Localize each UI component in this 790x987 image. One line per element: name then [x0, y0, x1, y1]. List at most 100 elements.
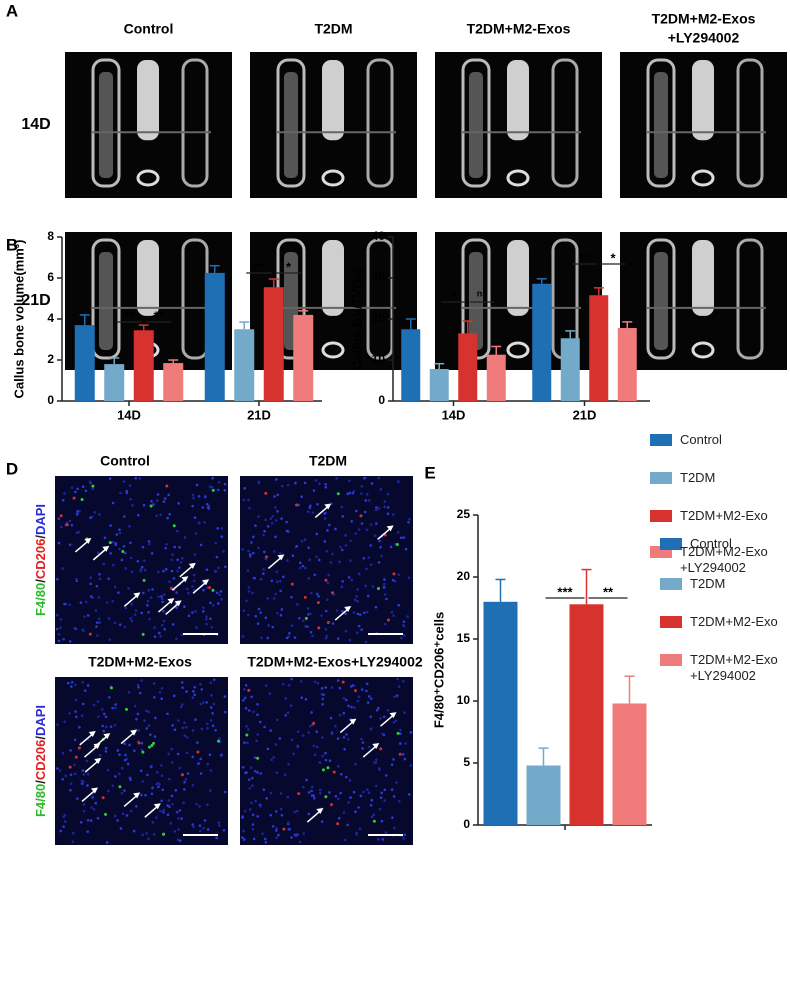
nucleus [316, 502, 319, 506]
y-tick-label: 0 [463, 817, 470, 831]
nucleus [133, 749, 136, 753]
panel-letter: E [424, 463, 435, 482]
nucleus [185, 751, 189, 755]
nucleus [261, 832, 264, 836]
nucleus [59, 829, 63, 833]
nucleus [350, 519, 353, 523]
marker [326, 766, 330, 770]
nucleus [205, 502, 209, 506]
y-tick-label: 0 [378, 393, 385, 407]
nucleus [321, 754, 324, 758]
nucleus [135, 804, 138, 808]
nucleus [371, 585, 375, 588]
nucleus [399, 728, 402, 732]
nucleus [337, 765, 340, 768]
nucleus [272, 756, 276, 759]
error-bar [624, 675, 635, 704]
nucleus [308, 612, 312, 616]
nucleus [359, 794, 363, 798]
nucleus [367, 791, 371, 794]
nucleus [316, 681, 320, 685]
nucleus [380, 819, 384, 823]
nucleus [154, 716, 157, 720]
nucleus [203, 521, 206, 524]
marker [303, 595, 307, 599]
nucleus [191, 585, 194, 588]
stain-part: / [33, 736, 48, 740]
error-bar [581, 568, 592, 605]
nucleus [278, 737, 282, 740]
nucleus [318, 761, 322, 764]
nucleus [364, 499, 368, 502]
nucleus [107, 617, 111, 620]
nucleus [183, 536, 187, 539]
nucleus [78, 726, 81, 729]
nucleus [299, 679, 303, 683]
nucleus [82, 809, 86, 813]
nucleus [318, 788, 322, 792]
nucleus [286, 795, 290, 799]
nucleus [310, 789, 313, 793]
nucleus [290, 677, 293, 681]
stain-part: / [33, 535, 48, 539]
nucleus [211, 711, 214, 715]
nucleus [70, 680, 74, 684]
nucleus [183, 788, 186, 791]
nucleus [129, 616, 133, 620]
nucleus [374, 508, 378, 512]
nucleus [312, 744, 316, 748]
nucleus [324, 751, 327, 755]
nucleus [344, 775, 348, 779]
nucleus [57, 632, 61, 636]
nucleus [194, 718, 197, 722]
nucleus [86, 830, 89, 833]
nucleus [370, 815, 374, 819]
nucleus [375, 708, 379, 712]
nucleus [380, 554, 383, 558]
nucleus [338, 560, 341, 564]
nucleus [111, 784, 115, 788]
error-bar [138, 324, 149, 331]
nucleus [321, 736, 324, 739]
nucleus [69, 782, 73, 786]
cross-section [321, 341, 345, 359]
nucleus [202, 826, 205, 830]
nucleus [200, 727, 204, 731]
nucleus [155, 816, 158, 819]
nucleus [59, 618, 63, 621]
nucleus [348, 638, 352, 642]
nucleus [156, 493, 160, 496]
nucleus [178, 839, 182, 842]
nucleus [151, 821, 155, 824]
marker [295, 503, 299, 507]
stain-part: CD206 [33, 539, 48, 579]
nucleus [357, 806, 360, 809]
nucleus [202, 701, 205, 704]
nucleus [365, 689, 368, 693]
nucleus [349, 539, 352, 543]
nucleus [377, 561, 381, 564]
nucleus [92, 703, 96, 707]
nucleus [262, 568, 265, 571]
nucleus [155, 499, 159, 502]
nucleus [186, 772, 190, 775]
nucleus [365, 610, 369, 614]
nucleus [375, 522, 378, 525]
nucleus [76, 509, 79, 513]
nucleus [407, 576, 411, 580]
nucleus [247, 590, 251, 593]
nucleus [257, 607, 261, 611]
nucleus [146, 604, 149, 607]
nucleus [75, 513, 79, 516]
nucleus [367, 745, 371, 749]
y-tick-label: 15 [457, 631, 471, 645]
nucleus [382, 586, 386, 589]
nucleus [269, 813, 273, 817]
nucleus [142, 503, 146, 507]
nucleus [223, 790, 227, 794]
nucleus [303, 481, 307, 485]
nucleus [140, 611, 143, 615]
arrow-head [372, 743, 380, 750]
nucleus [155, 782, 158, 786]
y-tick-label: 20 [372, 311, 386, 325]
